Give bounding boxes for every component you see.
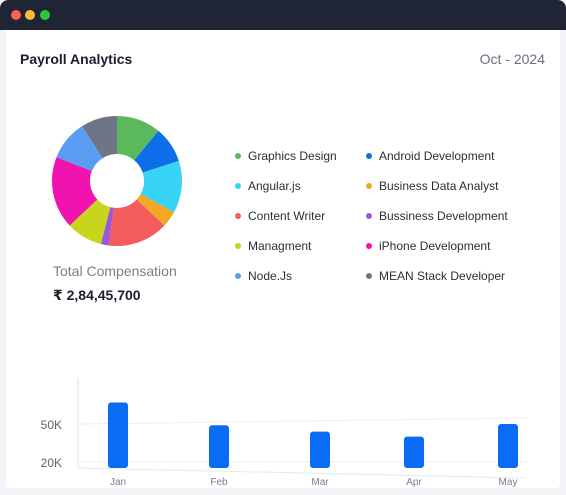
legend-label: Managment: [248, 239, 312, 253]
legend-label: Graphics Design: [248, 149, 337, 163]
legend-label: iPhone Development: [379, 239, 491, 253]
title-bar: [0, 0, 566, 30]
donut-slice-node-js[interactable]: [56, 126, 103, 172]
legend-swatch: [366, 243, 372, 249]
y-tick-label-20k: 20K: [41, 456, 62, 470]
legend-item-bussiness-development[interactable]: Bussiness Development: [366, 208, 508, 224]
x-tick-label-mar: Mar: [311, 477, 329, 488]
legend-swatch: [235, 243, 241, 249]
x-axis-line: [77, 467, 527, 479]
bar-mar[interactable]: [310, 431, 330, 468]
legend-item-graphics-design[interactable]: Graphics Design: [235, 148, 337, 164]
donut-slice-content-writer[interactable]: [108, 199, 165, 246]
legend-item-content-writer[interactable]: Content Writer: [235, 208, 325, 224]
legend-item-business-data-analyst[interactable]: Business Data Analyst: [366, 178, 498, 194]
bar-may[interactable]: [498, 424, 518, 468]
donut-slice-business-data-analyst[interactable]: [136, 194, 174, 226]
donut-slice-bussiness-development[interactable]: [100, 207, 114, 246]
legend-label: Content Writer: [248, 209, 326, 223]
zoom-window-button[interactable]: [40, 10, 50, 20]
donut-slice-managment[interactable]: [69, 199, 111, 244]
payroll-analytics-card: Payroll Analytics Oct - 2024 Total Compe…: [6, 30, 560, 488]
donut-slice-angular-js[interactable]: [140, 160, 182, 213]
legend-swatch: [235, 273, 241, 279]
donut-slice-mean-stack-developer[interactable]: [82, 116, 117, 159]
close-window-button[interactable]: [11, 10, 21, 20]
legend-label: Angular.js: [248, 179, 301, 193]
legend-swatch: [235, 153, 241, 159]
donut-slice-graphics-design[interactable]: [117, 116, 159, 161]
legend-label: Bussiness Development: [379, 209, 508, 223]
compensation-donut-chart: [52, 116, 182, 246]
legend-item-managment[interactable]: Managment: [235, 238, 311, 254]
card-title: Payroll Analytics: [20, 51, 133, 67]
x-tick-label-feb: Feb: [210, 477, 228, 488]
monthly-payroll-bar-chart: 20K 50K Jan Feb Mar Apr May: [41, 378, 527, 488]
donut-slice-android-development[interactable]: [134, 130, 179, 173]
legend-item-mean-stack-developer[interactable]: MEAN Stack Developer: [366, 268, 505, 284]
legend-item-iphone-development[interactable]: iPhone Development: [366, 238, 490, 254]
legend-label: Business Data Analyst: [379, 179, 499, 193]
bar-feb[interactable]: [209, 425, 229, 468]
x-tick-label-may: May: [499, 477, 518, 488]
legend-item-angular-js[interactable]: Angular.js: [235, 178, 301, 194]
bar-apr[interactable]: [404, 436, 424, 468]
total-compensation-value: ₹ 2,84,45,700: [53, 287, 141, 303]
x-tick-label-jan: Jan: [110, 477, 126, 488]
minimize-window-button[interactable]: [25, 10, 35, 20]
legend-swatch: [366, 153, 372, 159]
period-selector[interactable]: Oct - 2024: [479, 51, 545, 67]
donut-slice-iphone-development[interactable]: [52, 157, 98, 226]
total-compensation-label: Total Compensation: [53, 263, 177, 279]
legend-label: Android Development: [379, 149, 495, 163]
y-tick-label-50k: 50K: [41, 418, 62, 432]
legend-swatch: [366, 273, 372, 279]
legend-swatch: [366, 183, 372, 189]
bar-jan[interactable]: [108, 402, 128, 468]
legend-item-android-development[interactable]: Android Development: [366, 148, 494, 164]
legend-label: MEAN Stack Developer: [379, 269, 506, 283]
legend-swatch: [366, 213, 372, 219]
legend-swatch: [235, 213, 241, 219]
legend-swatch: [235, 183, 241, 189]
gridline-50k: [77, 417, 527, 425]
legend-label: Node.Js: [248, 269, 293, 283]
legend-item-node-js[interactable]: Node.Js: [235, 268, 292, 284]
x-tick-label-apr: Apr: [406, 477, 422, 488]
